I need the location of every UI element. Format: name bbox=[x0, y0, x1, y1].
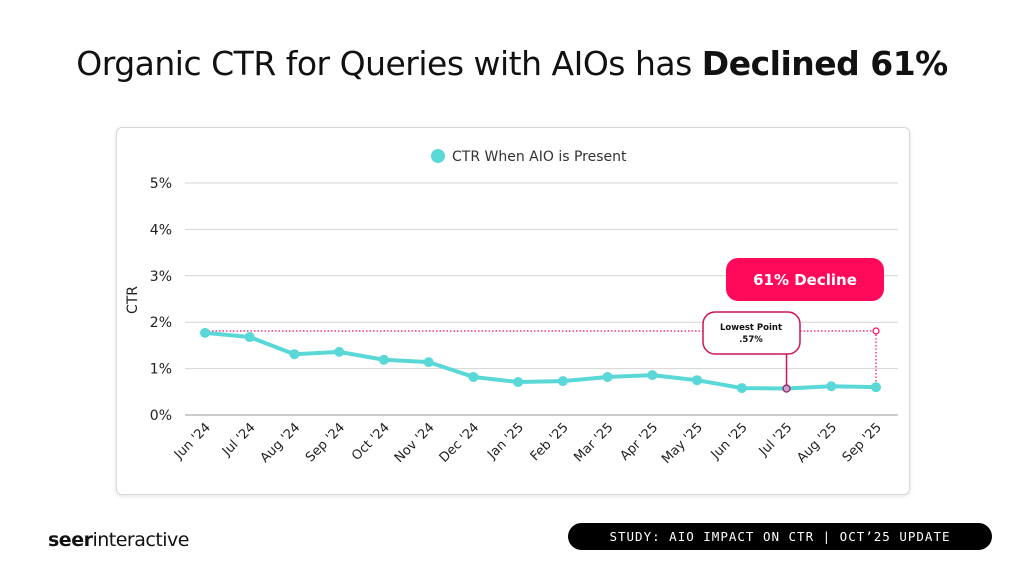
annotations bbox=[205, 327, 880, 389]
reference-end-marker bbox=[872, 327, 880, 335]
y-tick-label: 1% bbox=[150, 362, 172, 378]
x-tick-label: Sep '24 bbox=[303, 420, 348, 465]
x-tick-label: Aug '25 bbox=[794, 420, 840, 466]
legend: CTR When AIO is Present bbox=[431, 149, 627, 165]
x-tick-label: Jun '24 bbox=[171, 420, 214, 463]
logo-bold: seer bbox=[48, 529, 93, 551]
x-tick-label: May '25 bbox=[659, 420, 706, 467]
x-tick-label: Nov '24 bbox=[392, 420, 438, 466]
lowest-point-label: Lowest Point bbox=[720, 323, 782, 333]
data-point bbox=[244, 332, 255, 343]
x-tick-label: Sep '25 bbox=[840, 420, 885, 465]
data-point bbox=[334, 346, 345, 357]
data-point bbox=[423, 357, 434, 368]
y-tick-label: 2% bbox=[150, 315, 172, 331]
data-point bbox=[200, 327, 210, 338]
data-point bbox=[826, 381, 837, 392]
chart-card bbox=[116, 127, 910, 495]
data-point bbox=[378, 354, 389, 365]
x-tick-label: Jan '25 bbox=[484, 420, 527, 463]
data-point bbox=[602, 371, 613, 382]
y-axis-label: CTR bbox=[125, 286, 141, 314]
lowest-point-callout bbox=[702, 311, 801, 355]
x-tick-label: Feb '25 bbox=[528, 420, 572, 464]
y-tick-label: 3% bbox=[150, 269, 172, 285]
lowest-point-value: .57% bbox=[739, 335, 763, 345]
logo-regular: interactive bbox=[92, 529, 189, 551]
x-tick-labels: Jun '24 Jul '24 Aug '24 Sep '24 Oct '24 Nov '… bbox=[171, 420, 885, 467]
y-tick-labels: 0% 1% 2% 3% 4% 5% bbox=[150, 176, 172, 424]
y-tick-label: 4% bbox=[150, 222, 172, 238]
decline-badge bbox=[726, 258, 884, 301]
series-points bbox=[200, 327, 881, 394]
x-tick-label: Apr '25 bbox=[617, 420, 661, 464]
data-point bbox=[692, 375, 703, 386]
x-tick-label: Jun '25 bbox=[708, 420, 751, 463]
seer-interactive-logo: seerinteractive bbox=[48, 529, 189, 551]
data-point bbox=[557, 376, 568, 387]
data-point bbox=[289, 349, 300, 360]
x-tick-label: Mar '25 bbox=[571, 420, 616, 465]
y-tick-label: 0% bbox=[150, 408, 172, 424]
ctr-line bbox=[204, 330, 877, 391]
x-tick-label: Oct '24 bbox=[349, 420, 393, 464]
legend-marker bbox=[431, 149, 445, 163]
title-bold: Declined 61% bbox=[701, 44, 948, 83]
x-tick-label: Jul '25 bbox=[756, 420, 796, 460]
data-point bbox=[736, 383, 747, 394]
data-point bbox=[871, 382, 881, 393]
y-tick-label: 5% bbox=[150, 176, 172, 192]
data-point bbox=[468, 371, 479, 382]
title-regular: Organic CTR for Queries with AIOs has bbox=[76, 44, 702, 83]
series-line bbox=[204, 330, 877, 391]
study-badge: STUDY: AIO IMPACT ON CTR | OCT’25 UPDATE bbox=[568, 523, 992, 550]
page-title: Organic CTR for Queries with AIOs has De… bbox=[0, 44, 1024, 83]
x-tick-label: Jul '24 bbox=[219, 420, 259, 460]
annotation-labels: 61% Decline Lowest Point .57% bbox=[702, 258, 884, 355]
data-point-lowest bbox=[782, 384, 791, 393]
data-point bbox=[647, 370, 658, 381]
x-tick-label: Dec '24 bbox=[437, 420, 483, 466]
legend-label: CTR When AIO is Present bbox=[452, 149, 627, 165]
decline-label: 61% Decline bbox=[753, 271, 857, 289]
x-tick-label: Aug '24 bbox=[258, 420, 304, 466]
data-point bbox=[513, 377, 524, 388]
